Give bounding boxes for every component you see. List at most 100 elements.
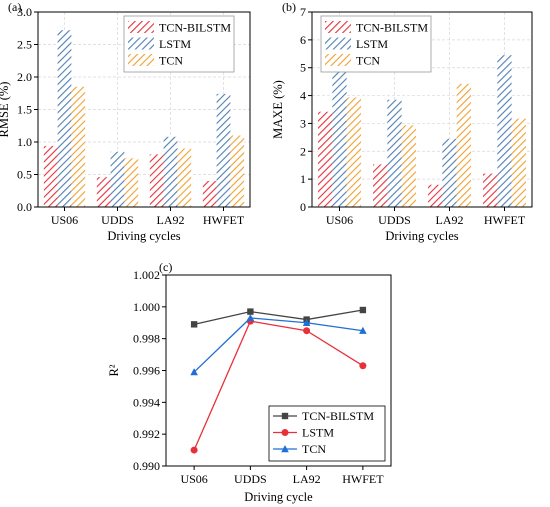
legend-swatch-lstm — [128, 37, 154, 50]
series-line-tcn-bilstm — [193, 309, 363, 325]
y-tick-label: 0.994 — [133, 395, 160, 409]
point-tcn-la92 — [302, 318, 311, 326]
y-tick-label: 2 — [300, 144, 306, 158]
y-tick-label: 0.0 — [17, 200, 32, 214]
bar-lstm-hwfet — [216, 93, 231, 207]
bar-tcn-bilstm-udds — [373, 164, 388, 207]
bar-lstm-us06 — [57, 30, 72, 208]
legend-label-lstm: LSTM — [302, 426, 334, 440]
legend: TCN-BILSTM LSTM TCN — [268, 405, 386, 462]
bar-tcn-hwfet — [230, 135, 245, 207]
legend-swatch-lstm — [325, 37, 351, 50]
x-tick-label: UDDS — [378, 213, 411, 227]
legend-swatch-tcn-bilstm — [128, 21, 154, 33]
y-tick-label: 0.992 — [133, 427, 160, 441]
chart-panel-2: 0.990 0.992 0.994 0.996 0.998 1.000 1.002 US06 U… — [107, 260, 392, 504]
point-tcn-bilstm-us06 — [190, 321, 198, 328]
legend-label-tcn: TCN — [159, 54, 183, 68]
point-tcn-hwfet — [359, 326, 367, 334]
legend-label-tcn-bilstm: TCN-BILSTM — [159, 21, 231, 35]
legend: TCN-BILSTM LSTM TCN — [123, 15, 235, 73]
legend-marker-lstm — [281, 429, 289, 436]
bar-tcn-la92 — [177, 148, 192, 207]
bar-tcn-bilstm-hwfet — [483, 173, 498, 207]
series-line-lstm — [193, 320, 364, 451]
x-tick-label: US06 — [51, 213, 78, 227]
bar-tcn-bilstm-udds — [96, 177, 111, 207]
y-axis-label: R² — [107, 364, 121, 376]
legend-label-lstm: LSTM — [159, 37, 191, 51]
legend-label-tcn-bilstm: TCN-BILSTM — [302, 409, 374, 423]
bar-lstm-la92 — [442, 138, 457, 207]
y-tick-label: 1.000 — [133, 300, 160, 314]
bar-lstm-udds — [387, 99, 402, 207]
y-tick-label: 2.0 — [17, 70, 32, 84]
y-axis-label: MAXE (%) — [271, 80, 285, 139]
bar-tcn-us06 — [346, 97, 361, 207]
x-tick-label: UDDS — [101, 213, 134, 227]
bar-lstm-la92 — [163, 136, 178, 207]
y-tick-label: 4 — [300, 89, 306, 103]
y-tick-label: 7 — [300, 5, 306, 19]
x-tick-label: US06 — [326, 213, 353, 227]
y-tick-label: 0.998 — [133, 332, 160, 346]
panel-label: (a) — [8, 0, 21, 14]
chart-panel-0: 0.0 0.5 1.0 1.5 2.0 2.5 3.0 US06 UDDS LA92 HWFET Dr… — [0, 0, 251, 243]
bar-tcn-bilstm-hwfet — [202, 181, 217, 207]
point-lstm-hwfet — [359, 362, 367, 370]
legend-marker-tcn-bilstm — [281, 412, 289, 420]
y-tick-label: 0.996 — [133, 364, 160, 378]
legend-swatch-tcn — [325, 54, 351, 66]
y-tick-label: 1.0 — [17, 135, 32, 149]
y-tick-label: 3.0 — [17, 5, 32, 19]
y-tick-label: 0 — [300, 200, 306, 214]
legend-label-tcn: TCN — [356, 54, 380, 68]
x-tick-label: HWFET — [342, 472, 384, 486]
bar-lstm-udds — [110, 151, 125, 207]
bar-tcn-bilstm-us06 — [43, 145, 58, 207]
y-tick-label: 1.5 — [17, 103, 32, 117]
x-tick-label: UDDS — [234, 472, 267, 486]
legend-label-lstm: LSTM — [356, 37, 388, 51]
y-tick-label: 0.5 — [17, 168, 32, 182]
point-tcn-bilstm-hwfet — [359, 306, 367, 314]
y-tick-label: 6 — [300, 33, 306, 47]
series-line-tcn — [193, 317, 363, 373]
x-tick-label: HWFET — [203, 213, 245, 227]
point-tcn-us06 — [190, 368, 198, 376]
x-tick-label: LA92 — [436, 213, 464, 227]
point-lstm-us06 — [190, 446, 198, 454]
x-axis-label: Driving cycle — [244, 490, 313, 504]
bar-lstm-hwfet — [497, 55, 512, 207]
x-axis-label: Driving cycles — [107, 229, 180, 243]
y-tick-label: 1 — [300, 172, 306, 186]
x-tick-label: LA92 — [293, 472, 321, 486]
bar-tcn-bilstm-la92 — [428, 184, 443, 207]
point-tcn-bilstm-udds — [247, 308, 254, 315]
plot-frame — [311, 11, 533, 208]
bar-lstm-us06 — [332, 34, 347, 208]
bar-tcn-la92 — [456, 83, 471, 207]
panel-label: (c) — [159, 260, 172, 274]
panel-label: (b) — [282, 0, 296, 14]
x-tick-label: HWFET — [484, 213, 526, 227]
point-tcn-udds — [246, 313, 255, 322]
bar-tcn-hwfet — [511, 118, 526, 207]
x-axis-label: Driving cycles — [385, 229, 458, 243]
y-tick-label: 1.002 — [133, 268, 160, 282]
x-tick-label: LA92 — [157, 213, 185, 227]
legend-swatch-tcn — [128, 54, 154, 66]
bar-tcn-udds — [401, 125, 416, 207]
y-tick-label: 5 — [300, 61, 306, 75]
legend-label-tcn-bilstm: TCN-BILSTM — [356, 21, 428, 35]
point-lstm-la92 — [303, 327, 311, 335]
y-tick-label: 2.5 — [17, 38, 32, 52]
y-tick-label: 0.990 — [133, 459, 160, 473]
legend-label-tcn: TCN — [302, 442, 326, 456]
bar-tcn-bilstm-us06 — [318, 111, 333, 207]
bar-tcn-us06 — [71, 86, 86, 207]
bar-tcn-udds — [124, 158, 139, 207]
chart-panel-1: 0 1 2 3 4 5 6 7 US06 UDDS LA92 HWFET Driving cycles M… — [271, 0, 533, 243]
y-axis-label: RMSE (%) — [0, 82, 11, 138]
